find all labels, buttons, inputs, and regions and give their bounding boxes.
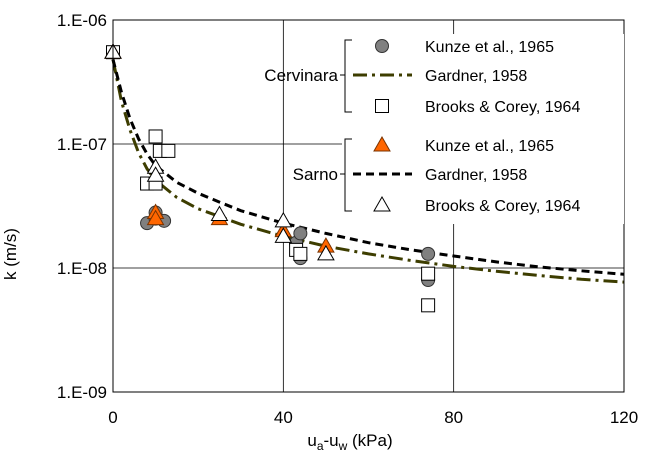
y-tick-label: 1.E-07 — [57, 135, 107, 154]
x-label-sub-a: a — [317, 439, 324, 453]
x-tick-label: 80 — [444, 408, 463, 427]
cervinara-legend-brace — [340, 39, 352, 113]
y-tick-label: 1.E-08 — [57, 259, 107, 278]
x-tick-label: 0 — [108, 408, 117, 427]
cervinara-gardner-curve — [111, 59, 625, 284]
y-tick-label: 1.E-06 — [57, 11, 107, 30]
cervinara-legend-label: Brooks & Corey, 1964 — [425, 99, 580, 116]
x-label-mid: -u — [324, 431, 339, 450]
x-axis-label: ua-uw (kPa) — [307, 431, 392, 453]
x-label-unit: (kPa) — [347, 431, 392, 450]
cervinara-legend-label: Gardner, 1958 — [425, 68, 527, 85]
cervinara-legend-label: Kunze et al., 1965 — [425, 39, 554, 56]
sarno-group-label: Sarno — [293, 165, 338, 184]
sarno-triangle-open-point — [210, 205, 229, 222]
sarno-gardner-curve — [111, 59, 625, 276]
x-label-u: u — [307, 431, 316, 450]
cervinara-square-point — [421, 298, 436, 313]
cervinara-group-label: Cervinara — [264, 66, 338, 85]
x-tick-label: 40 — [274, 408, 293, 427]
sarno-triangle-open-point — [146, 166, 165, 182]
cervinara-legend-marker — [375, 99, 389, 113]
sarno-triangle-open-point — [317, 244, 335, 261]
sarno-triangle-point — [146, 209, 165, 226]
legend: Kunze et al., 1965 Gardner, 1958 Brooks & … — [264, 34, 624, 224]
sarno-legend-label: Brooks & Corey, 1964 — [425, 198, 580, 215]
cervinara-circle-point — [421, 246, 436, 261]
markers — [104, 43, 436, 313]
cervinara-square-point — [161, 143, 176, 158]
cervinara-legend-marker — [375, 39, 389, 53]
sarno-legend-label: Gardner, 1958 — [425, 167, 527, 184]
cervinara-square-point — [148, 129, 163, 144]
sarno-triangle-open-point — [274, 227, 293, 243]
sarno-legend-label: Kunze et al., 1965 — [425, 138, 554, 155]
x-tick-label: 120 — [610, 408, 638, 427]
sarno-legend-marker — [373, 195, 391, 212]
sarno-legend-marker — [373, 135, 391, 152]
cervinara-circle-point — [293, 226, 308, 241]
cervinara-square-point — [293, 246, 308, 261]
legend-background — [342, 34, 624, 224]
tick-labels: 0 40 80 120 1.E-06 1.E-07 1.E-08 1.E-09 — [57, 11, 638, 427]
sarno-legend-brace — [340, 138, 352, 212]
y-tick-label: 1.E-09 — [57, 383, 107, 402]
curves — [111, 59, 625, 284]
x-label-sub-w: w — [338, 439, 348, 453]
sarno-triangle-open-point — [274, 211, 293, 228]
y-axis-label: k (m/s) — [1, 228, 20, 280]
cervinara-square-point — [421, 266, 436, 281]
